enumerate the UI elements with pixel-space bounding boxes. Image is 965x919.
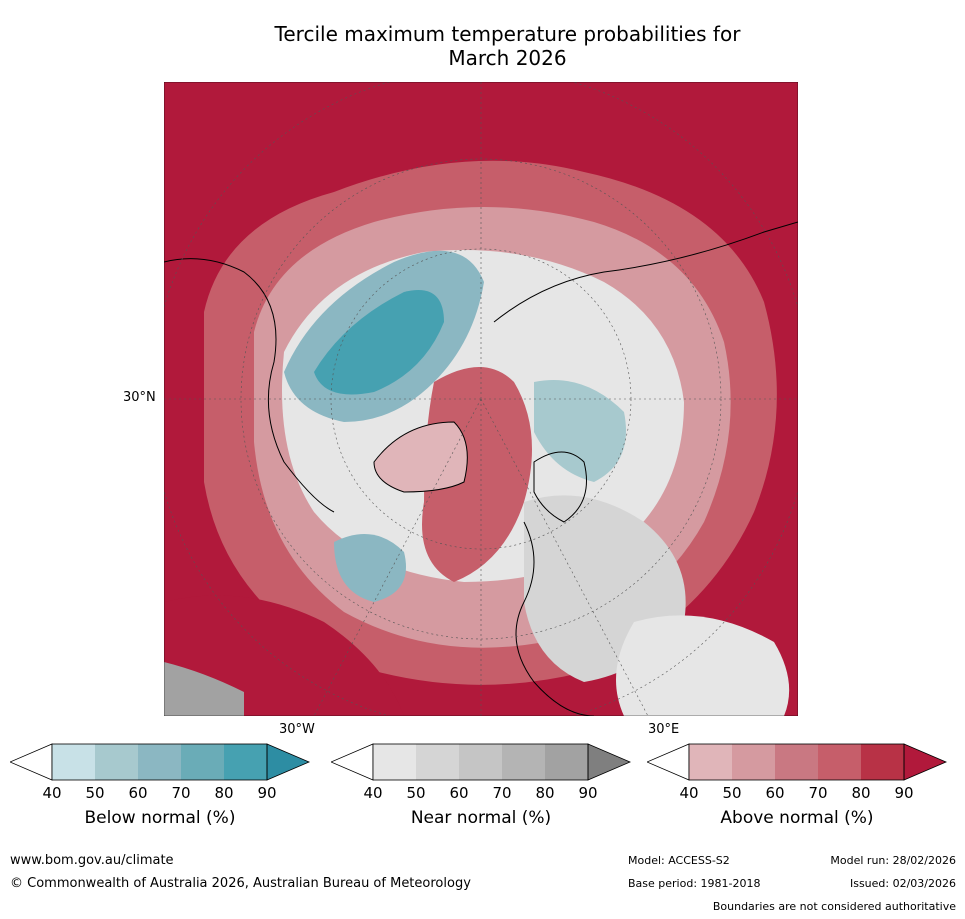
above-segment-4	[818, 744, 861, 780]
near-segment-2	[416, 744, 459, 780]
lon-label-30w: 30°W	[279, 722, 315, 737]
above-frame	[688, 743, 905, 781]
near-segment-3	[459, 744, 502, 780]
above-tick-70: 70	[808, 784, 828, 802]
near-tick-40: 40	[363, 784, 383, 802]
footer-website: www.bom.gov.au/climate	[10, 853, 174, 868]
coastline-greenland	[373, 421, 468, 493]
below-tick-70: 70	[171, 784, 191, 802]
region-above-greenland-sea	[422, 367, 532, 582]
above-segment-3	[775, 744, 818, 780]
title-line-1: Tercile maximum temperature probabilitie…	[274, 22, 741, 46]
colorbar-below-normal	[10, 743, 310, 781]
coastline-north-america	[164, 258, 335, 513]
probability-map	[164, 82, 798, 716]
lon-label-30e: 30°E	[648, 722, 680, 737]
title-line-2: March 2026	[448, 46, 567, 70]
region-below-scandinavia-russia	[534, 380, 626, 482]
footer-copyright: © Commonwealth of Australia 2026, Austra…	[10, 876, 471, 891]
colorbar-above-label: Above normal (%)	[720, 808, 874, 828]
footer-base-period: Base period: 1981-2018	[628, 877, 761, 890]
near-tick-60: 60	[449, 784, 469, 802]
above-extend-low	[647, 743, 690, 781]
below-tick-50: 50	[85, 784, 105, 802]
near-segment-4	[502, 744, 545, 780]
above-segment-5	[861, 744, 904, 780]
below-segment-5	[224, 744, 267, 780]
below-tick-90: 90	[257, 784, 277, 802]
map-title: Tercile maximum temperature probabilitie…	[160, 22, 855, 70]
near-tick-70: 70	[492, 784, 512, 802]
coastline-eurasia	[493, 221, 798, 716]
below-tick-80: 80	[214, 784, 234, 802]
colorbar-above-normal	[647, 743, 947, 781]
above-segment-1	[689, 744, 732, 780]
coastline-scandinavia	[533, 451, 587, 523]
above-tick-50: 50	[722, 784, 742, 802]
region-near-normal-east	[616, 615, 790, 716]
above-tick-60: 60	[765, 784, 785, 802]
region-near-bottom-left	[164, 662, 244, 716]
below-extend-low	[10, 743, 53, 781]
below-segment-4	[181, 744, 224, 780]
footer-issued: Issued: 02/03/2026	[849, 877, 956, 890]
region-below-atlantic	[334, 534, 406, 602]
above-tick-90: 90	[894, 784, 914, 802]
lat-label-30n: 30°N	[123, 390, 156, 405]
near-extend-high	[587, 743, 631, 781]
below-tick-40: 40	[42, 784, 62, 802]
below-tick-60: 60	[128, 784, 148, 802]
below-extend-high	[266, 743, 310, 781]
below-segment-3	[138, 744, 181, 780]
footer-model: Model: ACCESS-S2	[628, 854, 730, 867]
near-tick-80: 80	[535, 784, 555, 802]
above-extend-high	[903, 743, 947, 781]
colorbar-below-label: Below normal (%)	[84, 808, 236, 828]
footer-model-run: Model run: 28/02/2026	[830, 854, 956, 867]
above-tick-80: 80	[851, 784, 871, 802]
footer-disclaimer: Boundaries are not considered authoritat…	[712, 900, 956, 913]
region-below-canada-core	[314, 290, 444, 395]
near-extend-low	[331, 743, 374, 781]
near-segment-1	[373, 744, 416, 780]
below-segment-1	[52, 744, 95, 780]
near-frame	[372, 743, 589, 781]
below-frame	[51, 743, 268, 781]
above-tick-40: 40	[679, 784, 699, 802]
colorbar-near-label: Near normal (%)	[410, 808, 552, 828]
below-segment-2	[95, 744, 138, 780]
near-tick-90: 90	[578, 784, 598, 802]
colorbar-near-normal	[331, 743, 631, 781]
near-tick-50: 50	[406, 784, 426, 802]
near-segment-5	[545, 744, 588, 780]
above-segment-2	[732, 744, 775, 780]
